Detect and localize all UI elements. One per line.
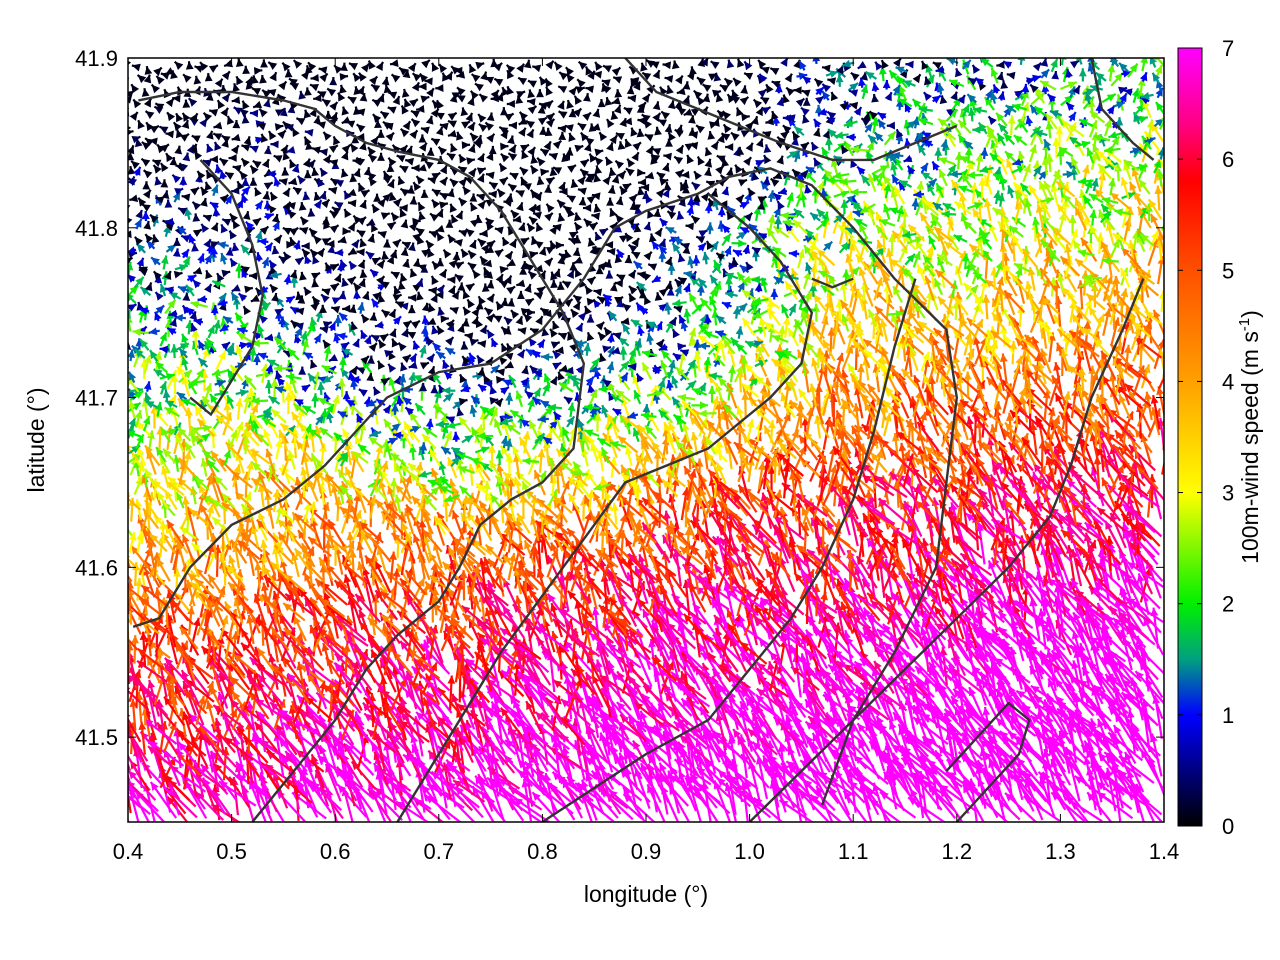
wind-vector (224, 450, 231, 465)
wind-vector (112, 478, 125, 488)
wind-vector (110, 486, 129, 500)
wind-vector (219, 458, 238, 478)
wind-vector (441, 447, 450, 455)
wind-vector (1058, 778, 1085, 813)
wind-vector (599, 528, 607, 554)
wind-vector (275, 439, 283, 459)
wind-vector (1152, 695, 1161, 738)
wind-vector (238, 611, 246, 644)
wind-vector (738, 466, 749, 501)
wind-vector (154, 516, 169, 531)
wind-vector (113, 786, 129, 824)
wind-vector (625, 446, 633, 466)
wind-vector (409, 444, 417, 460)
wind-vector (928, 667, 952, 704)
wind-vector (108, 528, 125, 544)
wind-vector (358, 444, 370, 454)
wind-vector (117, 665, 127, 693)
wind-vector (121, 520, 132, 535)
wind-vector (123, 487, 131, 509)
wind-vector (369, 437, 383, 448)
wind-vector (467, 464, 475, 486)
wind-vector (994, 667, 1014, 706)
wind-vector (107, 581, 126, 606)
wind-vector (110, 642, 128, 660)
wind-vector (475, 446, 489, 453)
wind-vector (113, 757, 129, 794)
wind-vector-field (107, 51, 1173, 827)
wind-vector (492, 515, 503, 539)
wind-vector (1128, 786, 1162, 814)
wind-vector (115, 686, 127, 716)
wind-vector (113, 625, 129, 652)
